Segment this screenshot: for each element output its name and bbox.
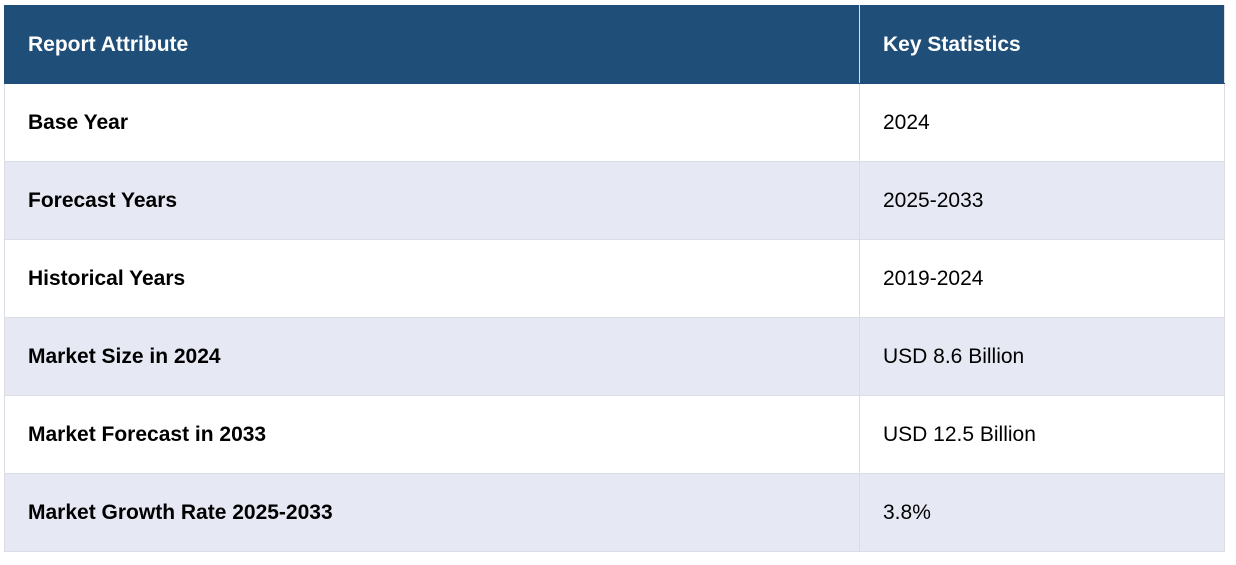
attribute-cell: Base Year bbox=[4, 83, 860, 162]
table-row: Forecast Years 2025-2033 bbox=[4, 161, 1225, 240]
header-cell: Key Statistics bbox=[859, 5, 1225, 84]
stats-table: Report Attribute Key Statistics Base Year 2… bbox=[4, 5, 1225, 552]
table-row: Base Year 2024 bbox=[4, 83, 1225, 162]
header-row: Report Attribute Key Statistics bbox=[4, 5, 1225, 84]
value-cell: 2025-2033 bbox=[859, 161, 1225, 240]
attribute-cell: Forecast Years bbox=[4, 161, 860, 240]
attribute-cell: Market Size in 2024 bbox=[4, 317, 860, 396]
table-row: Market Growth Rate 2025-2033 3.8% bbox=[4, 473, 1225, 552]
table-row: Market Forecast in 2033 USD 12.5 Billion bbox=[4, 395, 1225, 474]
header-cell: Report Attribute bbox=[4, 5, 860, 84]
attribute-cell: Historical Years bbox=[4, 239, 860, 318]
attribute-cell: Market Forecast in 2033 bbox=[4, 395, 860, 474]
value-cell: 3.8% bbox=[859, 473, 1225, 552]
attribute-cell: Market Growth Rate 2025-2033 bbox=[4, 473, 860, 552]
value-cell: 2024 bbox=[859, 83, 1225, 162]
value-cell: USD 12.5 Billion bbox=[859, 395, 1225, 474]
value-cell: 2019-2024 bbox=[859, 239, 1225, 318]
value-cell: USD 8.6 Billion bbox=[859, 317, 1225, 396]
table-row: Market Size in 2024 USD 8.6 Billion bbox=[4, 317, 1225, 396]
table-row: Historical Years 2019-2024 bbox=[4, 239, 1225, 318]
